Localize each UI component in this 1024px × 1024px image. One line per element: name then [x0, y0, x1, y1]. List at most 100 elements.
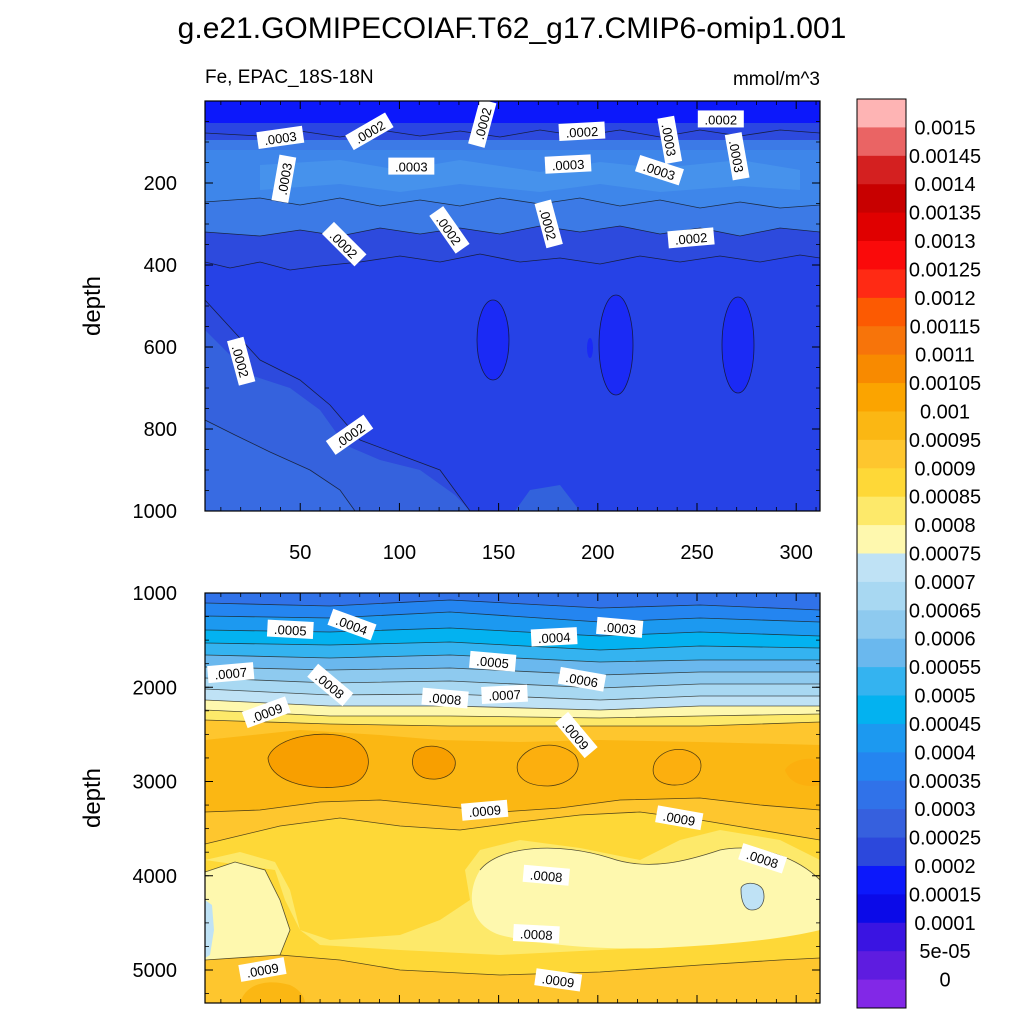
contour-label-text: .0008 [428, 690, 462, 708]
colorbar-label: 0.0011 [915, 345, 975, 367]
contour-label: .0006 [557, 666, 607, 692]
colorbar-label: 0.0003 [914, 799, 975, 821]
contour-label-box [388, 157, 435, 175]
colorbar-swatch [857, 922, 906, 952]
contour-label-box [697, 110, 744, 128]
colorbar-label: 0.00035 [909, 771, 981, 793]
colorbar-swatch [857, 837, 906, 867]
colorbar-label: 0.0015 [914, 117, 975, 139]
colorbar-label: 0.00095 [909, 430, 981, 452]
colorbar-label: 5e-05 [919, 941, 970, 963]
contour-label-box [325, 414, 374, 455]
y-tick-label: 5000 [133, 960, 178, 982]
colorbar-label: 0.00145 [909, 146, 981, 168]
colorbar-frame [856, 98, 907, 1009]
contour-label-text: .0003 [659, 123, 679, 158]
y-tick-label: 2000 [133, 677, 178, 699]
contour-label-box [522, 864, 570, 886]
contour-label: .0009 [238, 957, 287, 982]
contour-label-text: .0003 [395, 160, 428, 175]
x-tick-label: 200 [581, 542, 614, 564]
colorbar-label: 0.00115 [910, 316, 981, 338]
colorbar-swatch [857, 553, 906, 583]
colorbar-label: 0.0008 [914, 515, 975, 537]
colorbar-label: 0.00075 [909, 544, 981, 566]
colorbar-label: 0.00105 [909, 373, 981, 395]
upper-axes: 50 100 150 200 250 300 200 400 600 800 1000 [133, 100, 820, 564]
colorbar-swatch [857, 383, 906, 412]
colorbar-swatch [857, 695, 906, 725]
contour-label-text: .0008 [529, 867, 563, 885]
contour-label-text: .0006 [565, 670, 600, 690]
deep-blob-3 [722, 297, 754, 393]
contour-label-box [724, 132, 750, 181]
colorbar-swatch [857, 979, 906, 1009]
colorbar-label: 0.0012 [914, 288, 975, 310]
contour-label-text: .0003 [275, 162, 295, 197]
contour-label-text: .0009 [662, 809, 697, 829]
colorbar-label: 0.0014 [914, 174, 975, 196]
lower-axes: 1000 2000 3000 4000 5000 [133, 583, 820, 1003]
contour-label-box [238, 957, 287, 982]
contour-label-box [534, 968, 583, 992]
x-tick-label: 300 [780, 542, 813, 564]
contour-label-box [421, 687, 469, 709]
colorbar-swatch [857, 326, 906, 356]
contour-label: .0003 [596, 616, 644, 638]
contour-label-box [534, 199, 563, 249]
contour-label-text: .0005 [476, 653, 510, 671]
contour-label-box [207, 662, 255, 684]
colorbar-swatch [857, 780, 906, 810]
contour-label-text: .0008 [520, 926, 553, 943]
upper-deep-band [205, 254, 820, 511]
variable-label: Fe, EPAC_18S-18N [205, 67, 374, 88]
contour-label-box [241, 696, 291, 729]
contour-label-box [558, 121, 606, 141]
colorbar-swatch [857, 638, 906, 668]
contour-label: .0003 [657, 115, 683, 164]
colorbar-swatch [857, 439, 906, 469]
contour-label-text: .0003 [551, 157, 584, 174]
colorbar-swatch [857, 155, 906, 185]
contour-label-text: .0002 [565, 124, 598, 141]
contour-label-box [634, 155, 684, 186]
contour-label: .0003 [271, 154, 297, 203]
contour-label: .0003 [388, 157, 435, 175]
lower-bottom-band [205, 955, 820, 1003]
contour-label: .0002 [667, 227, 715, 249]
colorbar-label: 0.0005 [914, 686, 975, 708]
upper-ylabel: depth [79, 276, 106, 336]
contour-label: .0002 [558, 121, 606, 141]
contour-label-box [596, 616, 644, 638]
colorbar-swatch [857, 411, 906, 441]
deep-blob-1 [477, 300, 509, 380]
y-tick-label: 800 [144, 419, 177, 441]
colorbar-swatch [857, 212, 906, 242]
contour-label-box [321, 221, 367, 267]
contour-label-box [227, 336, 256, 386]
colorbar-label: 0.0013 [914, 231, 975, 253]
contour-label-box [429, 206, 470, 254]
colorbar-swatch [857, 865, 906, 895]
colorbar-label: 0.00125 [909, 259, 981, 281]
colorbar-swatch [857, 468, 906, 498]
contour-label-box [667, 227, 715, 249]
contour-label-text: .0007 [214, 665, 248, 683]
contour-label: .0005 [469, 650, 517, 672]
contour-label-box [461, 799, 509, 821]
colorbar-swatch [857, 951, 906, 981]
colorbar-label: 0.0006 [914, 629, 975, 651]
y-tick-label: 400 [144, 255, 177, 277]
deep-blob-2 [599, 295, 633, 395]
colorbar-swatch [857, 241, 906, 270]
contour-label-box [512, 924, 560, 944]
x-tick-label: 100 [383, 542, 416, 564]
lower-ylabel: depth [79, 768, 106, 828]
contour-label: .0008 [512, 924, 560, 944]
contour-label-text: .0004 [538, 629, 571, 646]
contour-label-box [557, 666, 607, 692]
units-label: mmol/m^3 [733, 69, 820, 90]
colorbar-swatch [857, 525, 906, 554]
contour-label-box [738, 843, 788, 874]
